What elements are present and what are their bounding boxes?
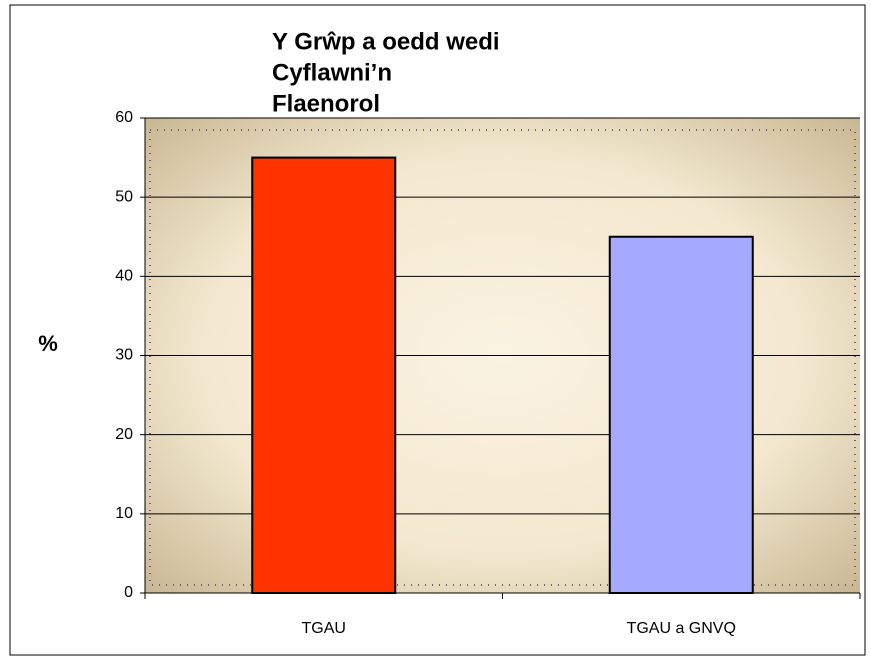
bar [608,235,754,594]
y-tick-label: 50 [115,188,133,205]
plot-decoration [149,129,856,586]
y-axis-label: % [38,331,58,356]
y-tick-label: 20 [115,426,133,443]
chart-title: Flaenorol [272,90,380,117]
x-tick-label: TGAU [302,620,346,637]
y-tick-label: 30 [115,347,133,364]
chart-title: Y Grŵp a oedd wedi [272,28,500,55]
y-tick-label: 40 [115,268,133,285]
y-tick-label: 60 [115,109,133,126]
bar [251,156,397,594]
chart-title: Cyflawni’n [272,59,392,86]
x-tick-label: TGAU a GNVQ [627,620,736,637]
y-tick-label: 10 [115,505,133,522]
y-tick-label: 0 [124,584,133,601]
